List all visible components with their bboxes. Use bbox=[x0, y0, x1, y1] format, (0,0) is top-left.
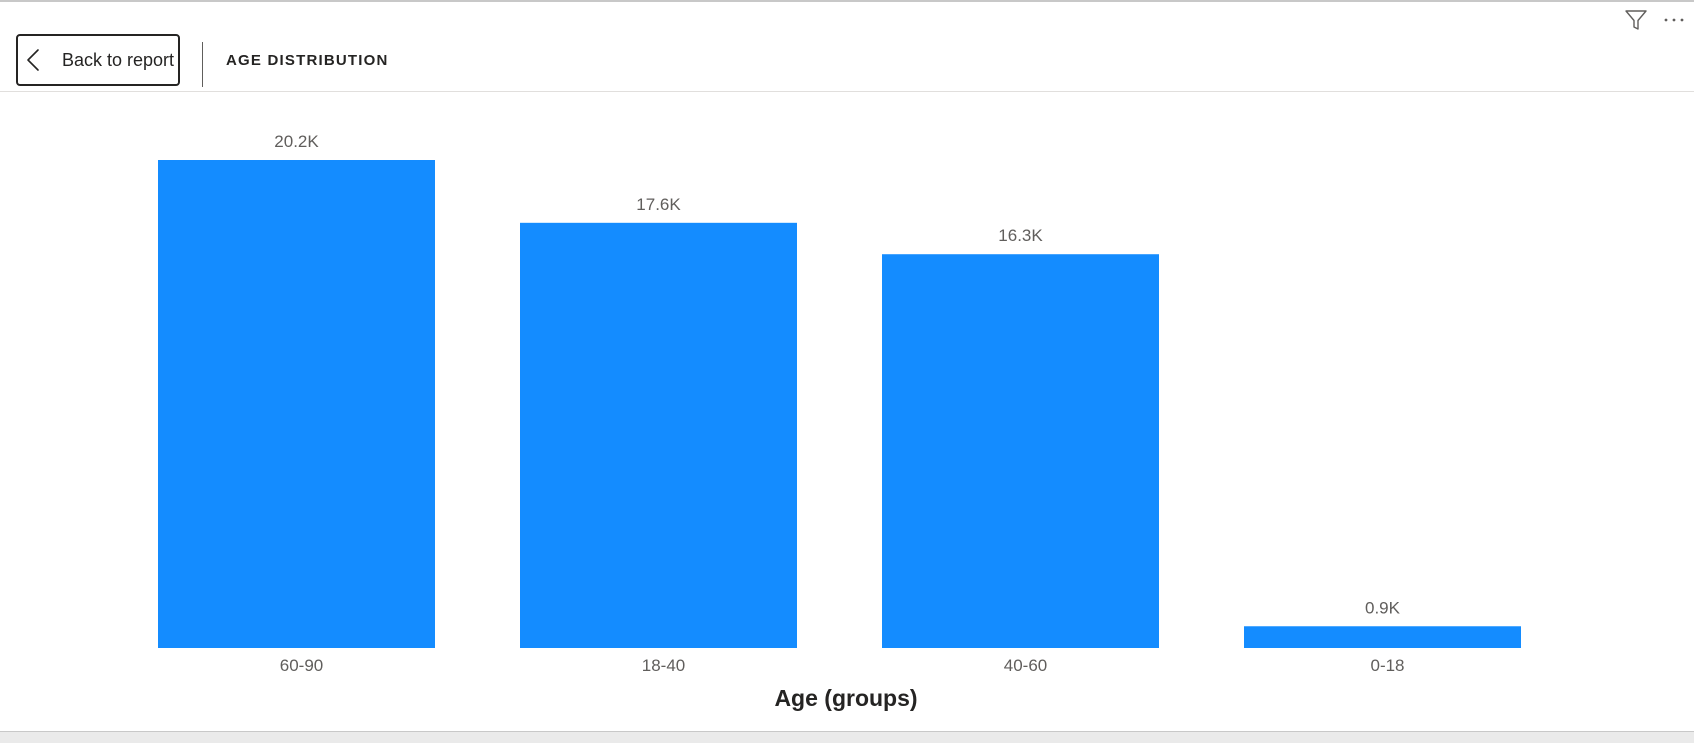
x-tick-label-60-90: 60-90 bbox=[280, 656, 323, 675]
x-axis-title: Age (groups) bbox=[774, 685, 917, 711]
data-label-0-18: 0.9K bbox=[1365, 598, 1401, 617]
data-label-60-90: 20.2K bbox=[274, 132, 319, 151]
top-border bbox=[0, 0, 1694, 2]
data-labels: 20.2K 17.6K 16.3K 0.9K bbox=[274, 132, 1400, 617]
data-label-40-60: 16.3K bbox=[998, 226, 1043, 245]
filter-icon[interactable] bbox=[1624, 8, 1648, 32]
visual-header-icons bbox=[1624, 8, 1686, 32]
more-options-icon[interactable] bbox=[1662, 8, 1686, 32]
header-rule bbox=[0, 91, 1694, 92]
x-tick-label-40-60: 40-60 bbox=[1004, 656, 1047, 675]
bars bbox=[158, 160, 1521, 648]
page-title: AGE DISTRIBUTION bbox=[226, 52, 389, 69]
x-tick-labels: 60-90 18-40 40-60 0-18 bbox=[280, 656, 1405, 675]
back-to-report-label: Back to report bbox=[62, 49, 175, 70]
bar-0-18[interactable] bbox=[1244, 626, 1521, 648]
bottom-scroll-area bbox=[0, 731, 1694, 743]
bar-60-90[interactable] bbox=[158, 160, 435, 648]
back-to-report-button[interactable]: Back to report bbox=[16, 34, 180, 86]
chevron-left-icon bbox=[22, 48, 44, 72]
bar-18-40[interactable] bbox=[520, 222, 797, 648]
bar-40-60[interactable] bbox=[882, 254, 1159, 648]
data-label-18-40: 17.6K bbox=[636, 195, 681, 214]
header-divider bbox=[202, 42, 203, 87]
x-tick-label-0-18: 0-18 bbox=[1370, 656, 1404, 675]
x-tick-label-18-40: 18-40 bbox=[642, 656, 685, 675]
